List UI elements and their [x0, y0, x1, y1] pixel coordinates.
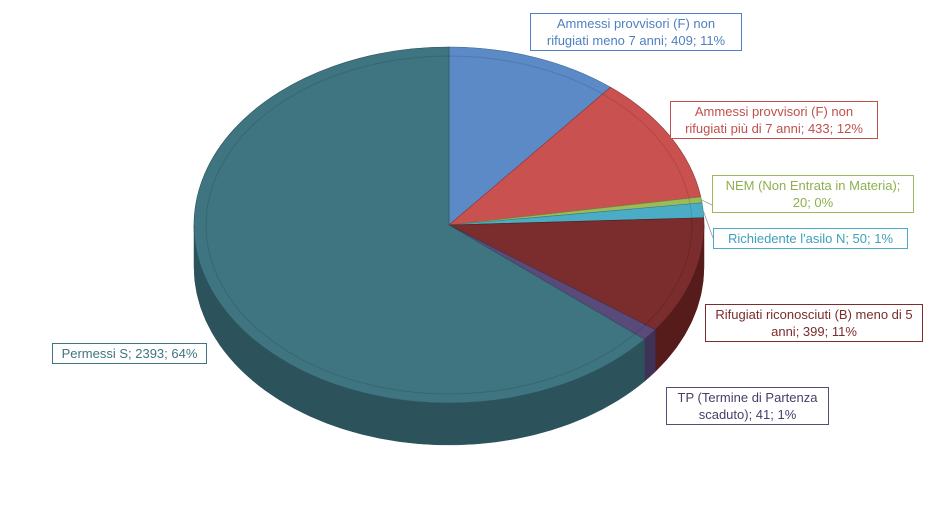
label-ammessi-piu-7: Ammessi provvisori (F) non rifugiati più… — [670, 101, 878, 139]
leader-lines — [701, 199, 714, 239]
label-tp: TP (Termine di Partenza scaduto); 41; 1% — [666, 387, 829, 425]
pie-slice-4 — [448, 217, 705, 331]
pie-top-layer — [193, 46, 705, 404]
pie-bevel — [205, 55, 693, 395]
label-ammessi-meno-7: Ammessi provvisori (F) non rifugiati men… — [530, 13, 742, 51]
label-richiedente: Richiedente l'asilo N; 50; 1% — [713, 228, 908, 249]
label-nem: NEM (Non Entrata in Materia); 20; 0% — [712, 175, 914, 213]
leader-line-2 — [701, 199, 713, 206]
pie-slice-0 — [448, 46, 612, 226]
pie-slice-6 — [193, 46, 645, 404]
leader-line-3 — [702, 210, 714, 239]
label-rifugiati: Rifugiati riconosciuti (B) meno di 5 ann… — [705, 304, 923, 342]
label-permessi: Permessi S; 2393; 64% — [52, 343, 207, 364]
